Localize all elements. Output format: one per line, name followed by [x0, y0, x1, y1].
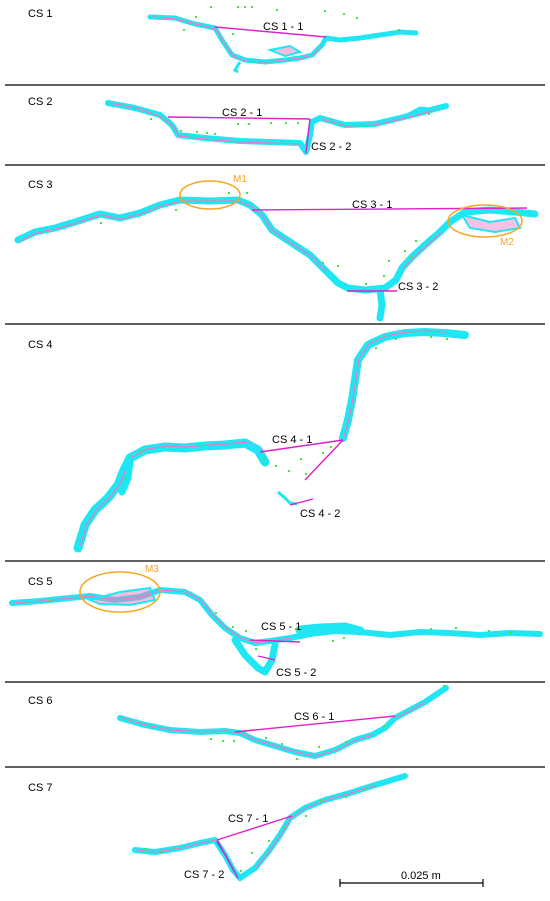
section-label-cs5-1: CS 5 - 1: [261, 621, 301, 633]
marker-label-m1: M1: [233, 174, 247, 185]
section-line-cs7-2: [216, 839, 239, 879]
panel-cs1: CS 1 CS 1 - 1: [28, 6, 419, 74]
panel-cs2: CS 2 CS 2 - 1 CS 2 - 2: [28, 96, 449, 155]
profile-cs1: [147, 14, 419, 74]
section-label-cs4-2: CS 4 - 2: [300, 508, 340, 520]
section-line-cs3-1: [251, 207, 528, 211]
scale-bar: 0.025 m: [339, 870, 484, 887]
survey-points-cs4: [125, 336, 448, 480]
panel-cs3: CS 3 CS 3 - 1 CS 3 - 2 M1 M2: [14, 174, 539, 322]
survey-points-cs2: [150, 113, 430, 135]
section-line-cs2-2: [305, 118, 311, 154]
section-label-cs7-2: CS 7 - 2: [184, 869, 224, 881]
marker-ellipse-m1: [179, 180, 241, 210]
section-line-cs5-1: [249, 639, 301, 643]
section-label-cs3-2: CS 3 - 2: [398, 281, 438, 293]
survey-points-cs3: [100, 192, 417, 285]
section-label-cs2-1: CS 2 - 1: [222, 107, 262, 119]
profile-cs5: [9, 586, 543, 676]
panel-cs7: CS 7 CS 7 - 1 CS 7 - 2: [28, 773, 408, 881]
profile-cs6: [117, 685, 449, 759]
marker-label-m2: M2: [500, 237, 514, 248]
marker-ellipse-m2: [447, 204, 523, 238]
section-line-cs4-1b: [304, 439, 344, 481]
section-line-cs2-1: [167, 116, 311, 120]
section-label-cs5-2: CS 5 - 2: [276, 667, 316, 679]
section-line-cs7-1: [216, 815, 293, 841]
profile-cs3: [14, 196, 539, 322]
survey-points-cs5: [50, 600, 512, 650]
section-line-cs5-2: [257, 655, 276, 661]
panel-cs6: CS 6 CS 6 - 1: [28, 685, 449, 760]
section-label-cs2-2: CS 2 - 2: [311, 141, 351, 153]
section-label-cs7-1: CS 7 - 1: [228, 813, 268, 825]
panel-label-cs2: CS 2: [28, 96, 52, 108]
section-label-cs4-1: CS 4 - 1: [272, 434, 312, 446]
survey-points-cs7: [145, 788, 367, 872]
profile-cs2: [105, 100, 449, 155]
section-label-cs6-1: CS 6 - 1: [294, 711, 334, 723]
panel-label-cs1: CS 1: [28, 8, 52, 20]
panel-dividers: [5, 84, 545, 768]
survey-points-cs6: [210, 685, 445, 760]
panel-cs4: CS 4 CS 4 - 1 CS 4 - 2: [28, 328, 469, 553]
panel-label-cs4: CS 4: [28, 339, 52, 351]
section-label-cs3-1: CS 3 - 1: [352, 199, 392, 211]
panel-label-cs6: CS 6: [28, 695, 52, 707]
scale-bar-label: 0.025 m: [401, 870, 441, 882]
panel-cs5: CS 5 CS 5 - 1 CS 5 - 2 M3: [9, 564, 543, 679]
section-line-cs1-1: [214, 26, 327, 38]
survey-points-cs1: [183, 6, 400, 35]
section-label-cs1-1: CS 1 - 1: [263, 21, 303, 33]
section-line-cs6-1: [234, 715, 396, 733]
section-line-cs4-1: [259, 439, 344, 453]
profile-cs7: [132, 773, 408, 881]
panel-label-cs3: CS 3: [28, 179, 52, 191]
section-line-cs4-2: [289, 498, 314, 506]
panel-label-cs5: CS 5: [28, 576, 52, 588]
marker-label-m3: M3: [145, 564, 159, 575]
panel-label-cs7: CS 7: [28, 782, 52, 794]
marker-ellipse-m3: [79, 571, 161, 613]
